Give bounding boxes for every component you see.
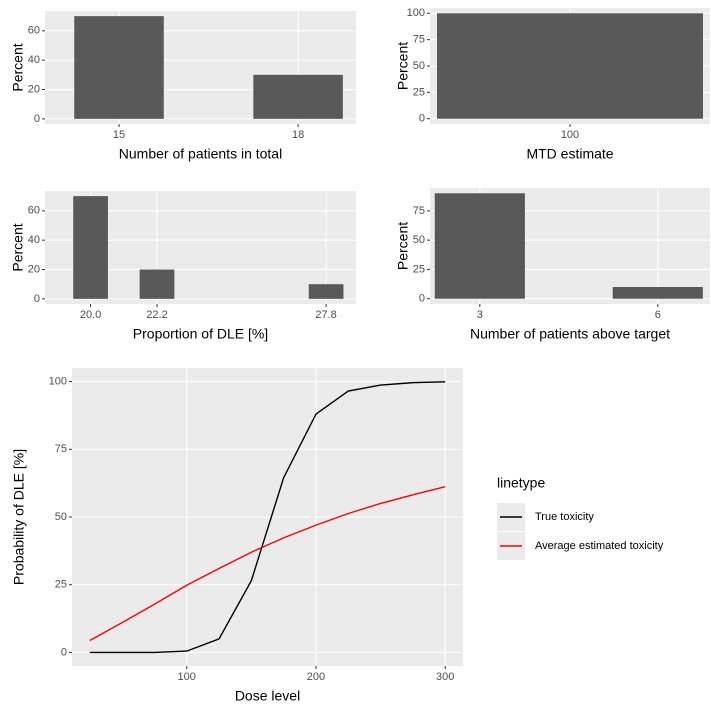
x-axis-title: Number of patients above target (470, 326, 670, 342)
x-tick-label: 15 (113, 129, 125, 141)
bar (437, 13, 703, 119)
y-axis-title: Percent (10, 223, 26, 271)
x-tick-label: 27.8 (315, 309, 336, 321)
panel: 0 25 50 75 100 100 MTD estimate Percent (395, 7, 710, 162)
y-axis-title: Percent (395, 42, 411, 90)
bar (139, 269, 175, 299)
y-tick-label: 60 (28, 205, 40, 217)
bar (434, 193, 525, 299)
panel: 0 20 40 60 20.0 22.2 27.8 Proportion of DLE [%]… (10, 191, 356, 342)
y-tick-label: 50 (55, 511, 67, 523)
legend-title: linetype (497, 475, 545, 491)
panel: 0 25 50 75 100 100 200 300 Dose level Probability… (11, 368, 664, 704)
y-tick-label: 0 (34, 113, 40, 125)
y-tick-label: 20 (28, 83, 40, 95)
y-tick-label: 0 (419, 113, 425, 125)
legend-label: Average estimated toxicity (535, 540, 664, 552)
x-tick-label: 300 (436, 671, 454, 683)
x-axis-title: Dose level (235, 688, 300, 704)
y-tick-label: 50 (413, 60, 425, 72)
x-tick-label: 22.2 (146, 309, 167, 321)
x-tick-label: 3 (477, 309, 483, 321)
x-axis-title: Proportion of DLE [%] (133, 326, 268, 342)
panel: 0 25 50 75 3 6 Number of patients above target… (395, 188, 710, 342)
y-tick-label: 75 (413, 205, 425, 217)
x-axis-title: MTD estimate (526, 146, 613, 162)
x-tick-label: 20.0 (80, 309, 101, 321)
line (89, 381, 446, 654)
y-axis-title: Percent (395, 222, 411, 270)
y-tick-label: 25 (413, 263, 425, 275)
y-tick-label: 75 (55, 443, 67, 455)
y-axis-title: Probability of DLE [%] (11, 449, 27, 585)
y-tick-label: 100 (407, 7, 425, 19)
legend-label: True toxicity (535, 511, 594, 523)
y-tick-label: 25 (55, 579, 67, 591)
bar (73, 196, 108, 299)
y-tick-label: 40 (28, 234, 40, 246)
bar (74, 16, 164, 119)
x-axis-title: Number of patients in total (119, 146, 282, 162)
y-tick-label: 100 (49, 375, 67, 387)
x-tick-label: 100 (561, 129, 579, 141)
y-tick-label: 40 (28, 54, 40, 66)
x-tick-label: 100 (178, 671, 196, 683)
x-tick-label: 18 (292, 129, 304, 141)
y-axis-title: Percent (10, 43, 26, 91)
bar (253, 74, 343, 119)
y-tick-label: 60 (28, 25, 40, 37)
y-tick-label: 0 (34, 293, 40, 305)
y-tick-label: 25 (413, 86, 425, 98)
y-tick-label: 50 (413, 234, 425, 246)
bar (308, 284, 344, 299)
panel: 0 20 40 60 15 18 Number of patients in total Pe… (10, 11, 356, 162)
y-tick-label: 75 (413, 34, 425, 46)
bar (612, 287, 703, 299)
x-tick-label: 6 (655, 309, 661, 321)
y-tick-label: 0 (419, 293, 425, 305)
y-tick-label: 0 (61, 646, 67, 658)
y-tick-label: 20 (28, 263, 40, 275)
line (89, 485, 446, 642)
x-tick-label: 200 (307, 671, 325, 683)
